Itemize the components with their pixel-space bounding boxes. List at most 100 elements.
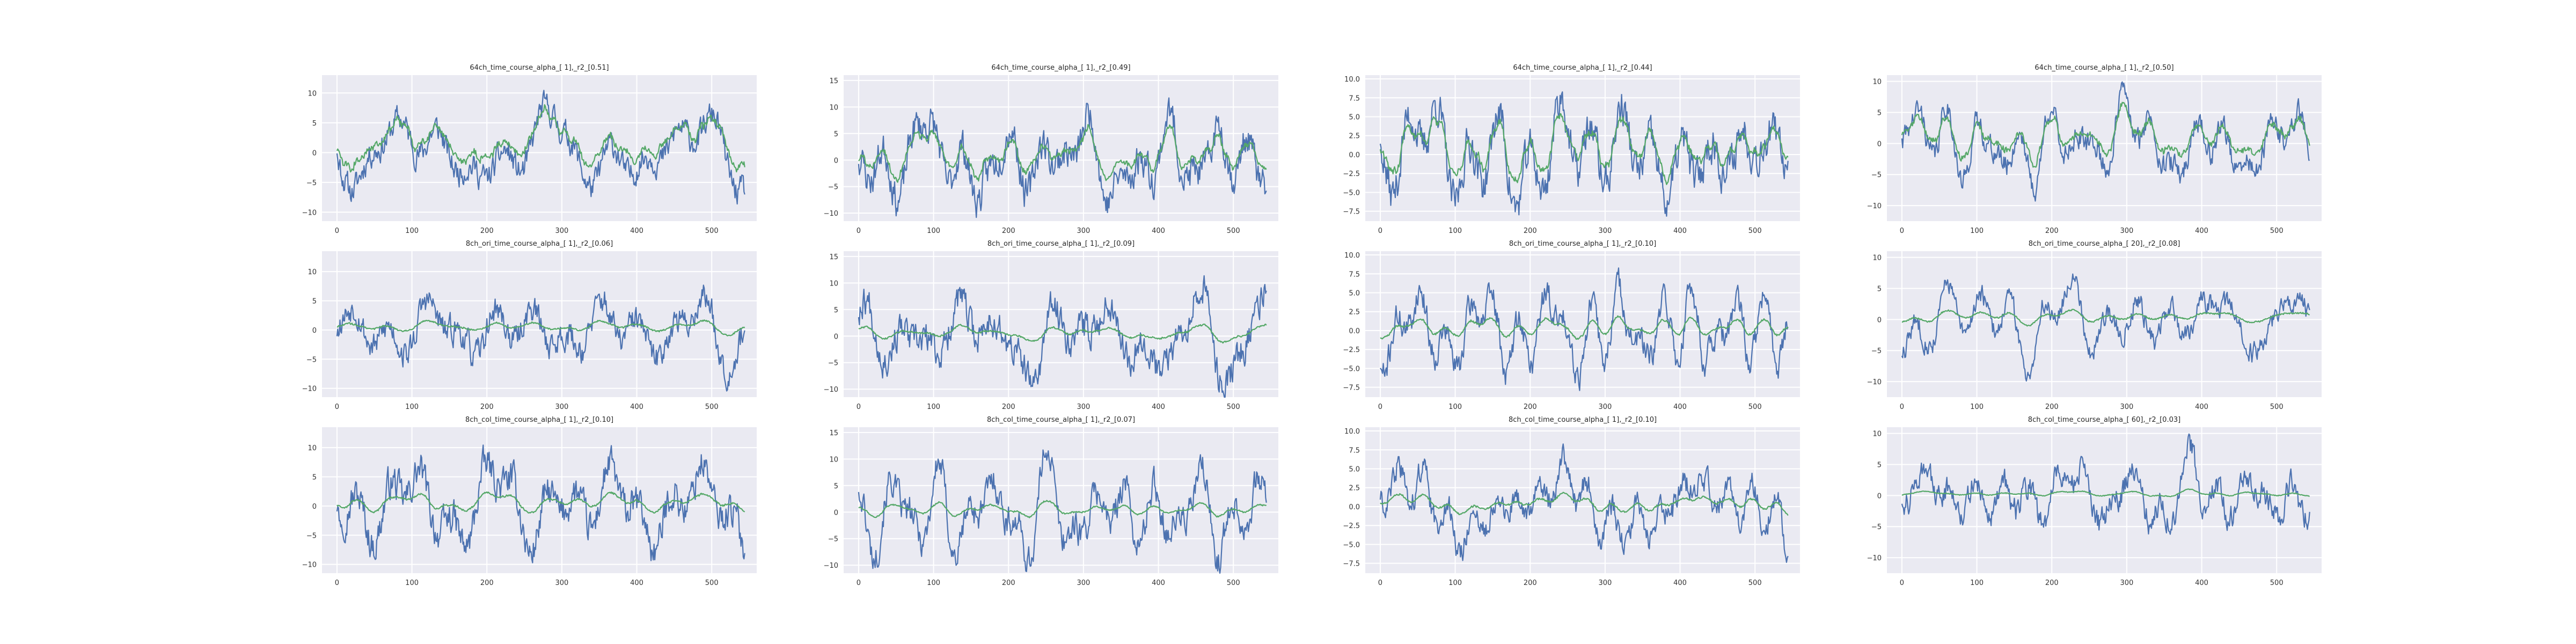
y-tick-label: 5	[1877, 285, 1882, 293]
y-tick-label: 5	[312, 297, 317, 305]
x-tick-label: 300	[1077, 403, 1090, 411]
subplot-3: 0 100 200 300 400 500 −7.5 −5.0 −2.5 0.0 2.5 5.0 7.5…	[1343, 64, 1800, 235]
y-tick-label: 0	[834, 157, 838, 165]
y-tick-label: 0	[312, 327, 317, 335]
x-tick-label: 500	[1227, 579, 1240, 587]
y-tick-label: −5	[1871, 171, 1882, 179]
x-tick-label: 100	[1448, 579, 1462, 587]
y-tick-label: 5	[312, 120, 317, 128]
y-tick-label: 5.0	[1349, 466, 1360, 474]
x-tick-label: 200	[480, 579, 494, 587]
y-tick-label: −5	[306, 179, 317, 187]
x-tick-label: 100	[927, 579, 940, 587]
x-tick-label: 400	[2195, 403, 2208, 411]
x-tick-label: 400	[1152, 227, 1165, 235]
axes-background	[844, 427, 1278, 573]
x-tick-label: 500	[1748, 227, 1762, 235]
y-tick-label: 5	[312, 473, 317, 481]
y-tick-label: 10.0	[1344, 428, 1360, 436]
x-tick-label: 0	[1378, 579, 1382, 587]
y-tick-label: 5	[1877, 461, 1882, 469]
y-tick-label: −5.0	[1343, 541, 1360, 549]
y-tick-label: 0.0	[1349, 327, 1360, 335]
x-tick-label: 400	[1152, 579, 1165, 587]
y-tick-label: 10	[1872, 430, 1882, 438]
y-tick-label: 10	[1872, 78, 1882, 86]
axes-background	[1887, 427, 2322, 573]
y-tick-label: 7.5	[1349, 94, 1360, 103]
subplot-title: 64ch_time_course_alpha_[ 1],_r2_[0.44]	[1513, 64, 1652, 72]
y-tick-label: −10	[1867, 554, 1882, 562]
subplot-title: 8ch_ori_time_course_alpha_[ 1],_r2_[0.10…	[1509, 240, 1656, 248]
x-tick-label: 0	[1900, 579, 1904, 587]
x-tick-label: 300	[555, 579, 568, 587]
subplot-title: 8ch_ori_time_course_alpha_[ 1],_r2_[0.09…	[987, 240, 1135, 248]
axes-background	[322, 427, 757, 573]
series-line-blue	[1901, 273, 2310, 382]
x-tick-label: 100	[405, 579, 419, 587]
y-tick-label: −2.5	[1343, 170, 1360, 178]
x-tick-label: 400	[1673, 403, 1687, 411]
series-line-blue	[858, 449, 1267, 574]
axes-background	[1365, 251, 1800, 397]
y-tick-label: 15	[829, 77, 838, 85]
x-tick-label: 200	[1002, 227, 1015, 235]
y-tick-label: 0	[834, 333, 838, 341]
x-tick-label: 400	[630, 403, 643, 411]
subplot-title: 64ch_time_course_alpha_[ 1],_r2_[0.51]	[470, 64, 609, 72]
subplot-title: 64ch_time_course_alpha_[ 1],_r2_[0.49]	[991, 64, 1130, 72]
x-tick-label: 200	[1002, 579, 1015, 587]
x-tick-label: 400	[1673, 579, 1687, 587]
x-tick-label: 200	[480, 403, 494, 411]
x-tick-label: 300	[2120, 403, 2133, 411]
subplot-5: 0 100 200 300 400 500 −10 −5 0 5 10 8ch_ori_time_co…	[302, 240, 757, 411]
y-tick-label: 0.0	[1349, 151, 1360, 159]
y-tick-label: −5	[306, 356, 317, 364]
y-tick-label: 10.0	[1344, 76, 1360, 84]
y-tick-label: −10	[824, 386, 838, 394]
y-tick-label: −7.5	[1343, 208, 1360, 216]
y-tick-label: 10	[308, 90, 317, 98]
series-line-blue	[858, 97, 1267, 218]
x-tick-label: 300	[2120, 227, 2133, 235]
x-tick-label: 500	[1748, 579, 1762, 587]
x-tick-label: 400	[1673, 227, 1687, 235]
x-tick-label: 200	[2045, 227, 2059, 235]
series-line-blue	[858, 275, 1267, 398]
x-tick-label: 0	[1900, 403, 1904, 411]
y-tick-label: −5.0	[1343, 189, 1360, 197]
subplot-11: 0 100 200 300 400 500 −7.5 −5.0 −2.5 0.0 2.5 5.0 7.5…	[1343, 416, 1800, 587]
series-line-green	[1380, 492, 1789, 516]
y-tick-label: 0	[1877, 492, 1882, 500]
y-tick-label: −10	[824, 210, 838, 218]
x-tick-label: 300	[1598, 579, 1612, 587]
x-tick-label: 400	[2195, 579, 2208, 587]
series-line-green	[1379, 113, 1789, 185]
subplot-title: 8ch_col_time_course_alpha_[ 1],_r2_[0.10…	[1509, 416, 1657, 424]
x-tick-label: 400	[630, 227, 643, 235]
y-tick-label: 2.5	[1349, 309, 1360, 317]
x-tick-label: 0	[335, 227, 339, 235]
series-line-green	[858, 324, 1267, 344]
x-tick-label: 500	[2270, 579, 2284, 587]
y-tick-label: −10	[302, 209, 317, 217]
x-tick-label: 300	[555, 403, 568, 411]
y-tick-label: 15	[829, 253, 838, 261]
x-tick-label: 500	[1227, 227, 1240, 235]
y-tick-label: 15	[829, 429, 838, 437]
series-line-blue	[336, 444, 745, 564]
y-tick-label: −10	[824, 562, 838, 570]
x-tick-label: 500	[705, 579, 719, 587]
y-tick-label: 5	[834, 482, 838, 491]
y-tick-label: −5	[1871, 347, 1882, 355]
subplot-title: 8ch_col_time_course_alpha_[ 1],_r2_[0.10…	[465, 416, 613, 424]
y-tick-label: −5	[828, 536, 838, 544]
subplot-title: 8ch_ori_time_course_alpha_[ 20],_r2_[0.0…	[2029, 240, 2180, 248]
series-line-green	[1901, 488, 2310, 497]
axes-background	[844, 251, 1278, 397]
subplot-7: 0 100 200 300 400 500 −7.5 −5.0 −2.5 0.0 2.5 5.0 7.5…	[1343, 240, 1800, 411]
subplot-2: 0 100 200 300 400 500 −10 −5 0 5 10 15 64ch_time_cou…	[824, 64, 1278, 235]
series-line-green	[336, 491, 745, 514]
x-tick-label: 500	[705, 227, 719, 235]
